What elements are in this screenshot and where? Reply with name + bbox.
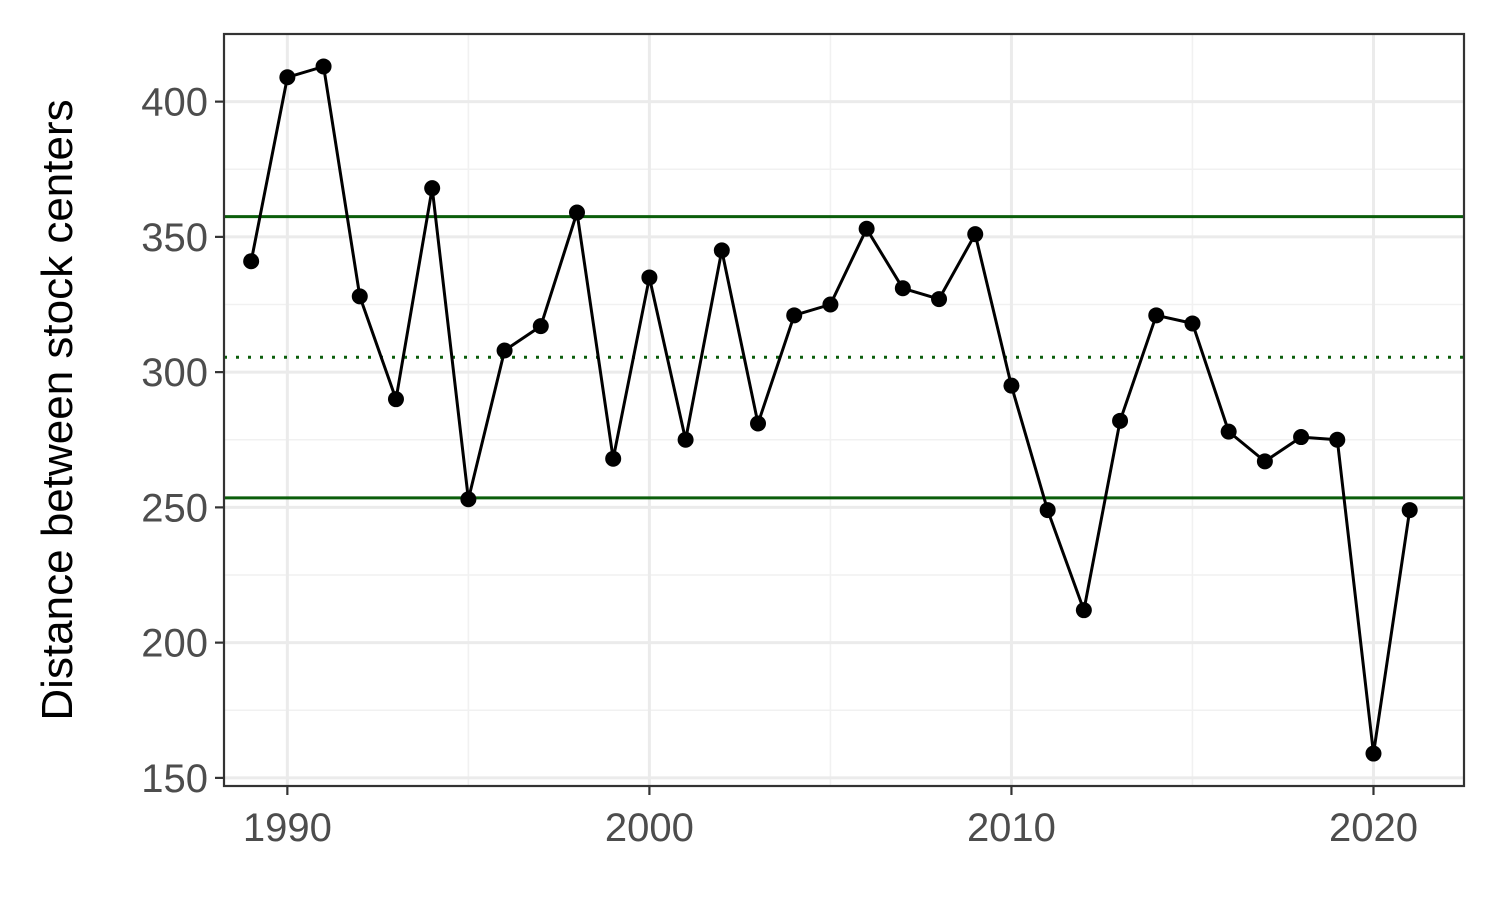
data-point xyxy=(1112,412,1129,429)
y-tick-label: 150 xyxy=(141,757,208,801)
data-point xyxy=(822,296,839,313)
data-point xyxy=(750,415,767,432)
data-point xyxy=(786,307,803,324)
data-point xyxy=(532,318,549,335)
x-tick-label: 2010 xyxy=(967,806,1056,850)
y-tick-labels: 150 200 250 300 350 400 xyxy=(141,81,208,801)
x-tick-label: 1990 xyxy=(243,806,332,850)
panel-border xyxy=(222,32,1466,788)
data-point xyxy=(1220,423,1237,440)
data-point xyxy=(605,450,622,467)
data-point xyxy=(1003,377,1020,394)
y-tick-label: 200 xyxy=(141,622,208,666)
data-point xyxy=(387,391,404,408)
data-point xyxy=(243,253,260,270)
data-point xyxy=(894,280,911,297)
series-group xyxy=(243,58,1418,762)
y-tick-label: 350 xyxy=(141,216,208,260)
data-point xyxy=(351,288,368,305)
data-point xyxy=(1256,453,1273,470)
data-point xyxy=(858,220,875,237)
data-point xyxy=(1329,431,1346,448)
data-point xyxy=(1293,429,1310,446)
data-point xyxy=(315,58,332,75)
data-point xyxy=(568,204,585,221)
y-axis-title: Distance between stock centers xyxy=(33,99,82,720)
major-grid xyxy=(224,34,1464,786)
data-point xyxy=(677,431,694,448)
y-tick-label: 300 xyxy=(141,351,208,395)
data-point xyxy=(1039,502,1056,519)
axis-ticks xyxy=(215,100,1375,795)
data-point xyxy=(967,226,984,243)
data-point xyxy=(424,180,441,197)
panel-background xyxy=(224,34,1464,786)
y-tick-label: 400 xyxy=(141,81,208,125)
data-point xyxy=(1148,307,1165,324)
data-point xyxy=(496,342,513,359)
x-tick-labels: 1990 2000 2010 2020 xyxy=(243,806,1418,850)
minor-grid xyxy=(224,34,1464,786)
y-tick-label: 250 xyxy=(141,486,208,530)
data-point xyxy=(1401,502,1418,519)
data-point xyxy=(1184,315,1201,332)
reference-lines xyxy=(224,215,1464,500)
x-tick-label: 2000 xyxy=(605,806,694,850)
data-point xyxy=(713,242,730,259)
data-point xyxy=(641,269,658,286)
data-point xyxy=(1075,602,1092,619)
data-point xyxy=(279,69,296,86)
data-point xyxy=(460,491,477,508)
data-point xyxy=(1365,745,1382,762)
x-tick-label: 2020 xyxy=(1329,806,1418,850)
data-point xyxy=(931,291,948,308)
